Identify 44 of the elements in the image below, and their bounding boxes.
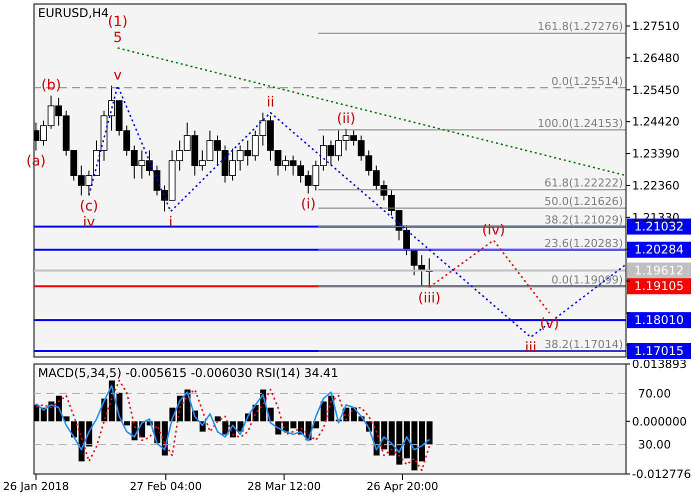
ref-line-label: 23.6(1.20283) (544, 236, 623, 250)
ref-line-label: 1.19105 (634, 279, 684, 294)
ref-line-label: 38.2(1.21029) (544, 214, 623, 227)
annotation: (b) (41, 78, 62, 94)
y-tick-label: 0.000000 (632, 414, 687, 428)
annotation: (1) (108, 14, 128, 30)
ref-line-label: 0.0(1.25514) (551, 74, 623, 88)
y2-tick-label: 70.00 (638, 386, 671, 400)
x-tick-label: 26 Jan 2018 (3, 480, 69, 493)
y-tick-label: 1.27510 (632, 19, 680, 34)
y-tick-label: 1.24420 (632, 114, 680, 129)
ref-line-label: 50.0(1.21626) (544, 195, 623, 208)
x-tick-label: 28 Mar 12:00 (247, 480, 321, 493)
y2-tick-label: 30.00 (638, 438, 671, 452)
annotation: ii (266, 94, 274, 111)
ref-line-label: 1.19612 (634, 264, 684, 278)
annotation: i (168, 214, 173, 230)
annotation: (v) (540, 316, 560, 332)
x-tick-label: 26 Apr 20:00 (366, 480, 438, 493)
annotation: 5 (113, 30, 122, 46)
y-tick-label: 1.23390 (632, 146, 680, 161)
annotation: (iii) (418, 290, 441, 306)
annotation: (ii) (336, 110, 356, 127)
annotation: (i) (300, 196, 316, 213)
ref-line-label: 1.17015 (634, 344, 684, 358)
ref-line-label: 100.0(1.24153) (537, 116, 623, 130)
bar (214, 416, 221, 422)
ref-line-label: 1.18010 (634, 313, 684, 328)
annotation: (c) (80, 198, 98, 214)
y-tick-label: 1.22360 (632, 178, 680, 193)
line-series (35, 380, 430, 472)
y-tick-label: 1.25450 (632, 82, 680, 97)
ref-line-label: 0.0(1.19099) (551, 273, 623, 286)
ref-line-label: 38.2(1.17014) (544, 338, 623, 351)
chart-title: MACD(5,34,5) -0.005615 -0.006030 RSI(14) 34.41 (38, 366, 338, 380)
annotation: v (114, 68, 122, 84)
y-tick-label: 1.26480 (632, 50, 680, 65)
ref-line-label: 61.8(1.22222) (544, 176, 623, 190)
line-series (35, 384, 430, 454)
ref-line-label: 1.20284 (634, 242, 684, 257)
x-tick-label: 27 Feb 04:00 (130, 480, 202, 493)
chart-title: EURUSD,H4 (38, 6, 109, 20)
ref-line-label: 161.8(1.27276) (537, 20, 623, 34)
y-tick-label: -0.012776 (632, 467, 692, 482)
